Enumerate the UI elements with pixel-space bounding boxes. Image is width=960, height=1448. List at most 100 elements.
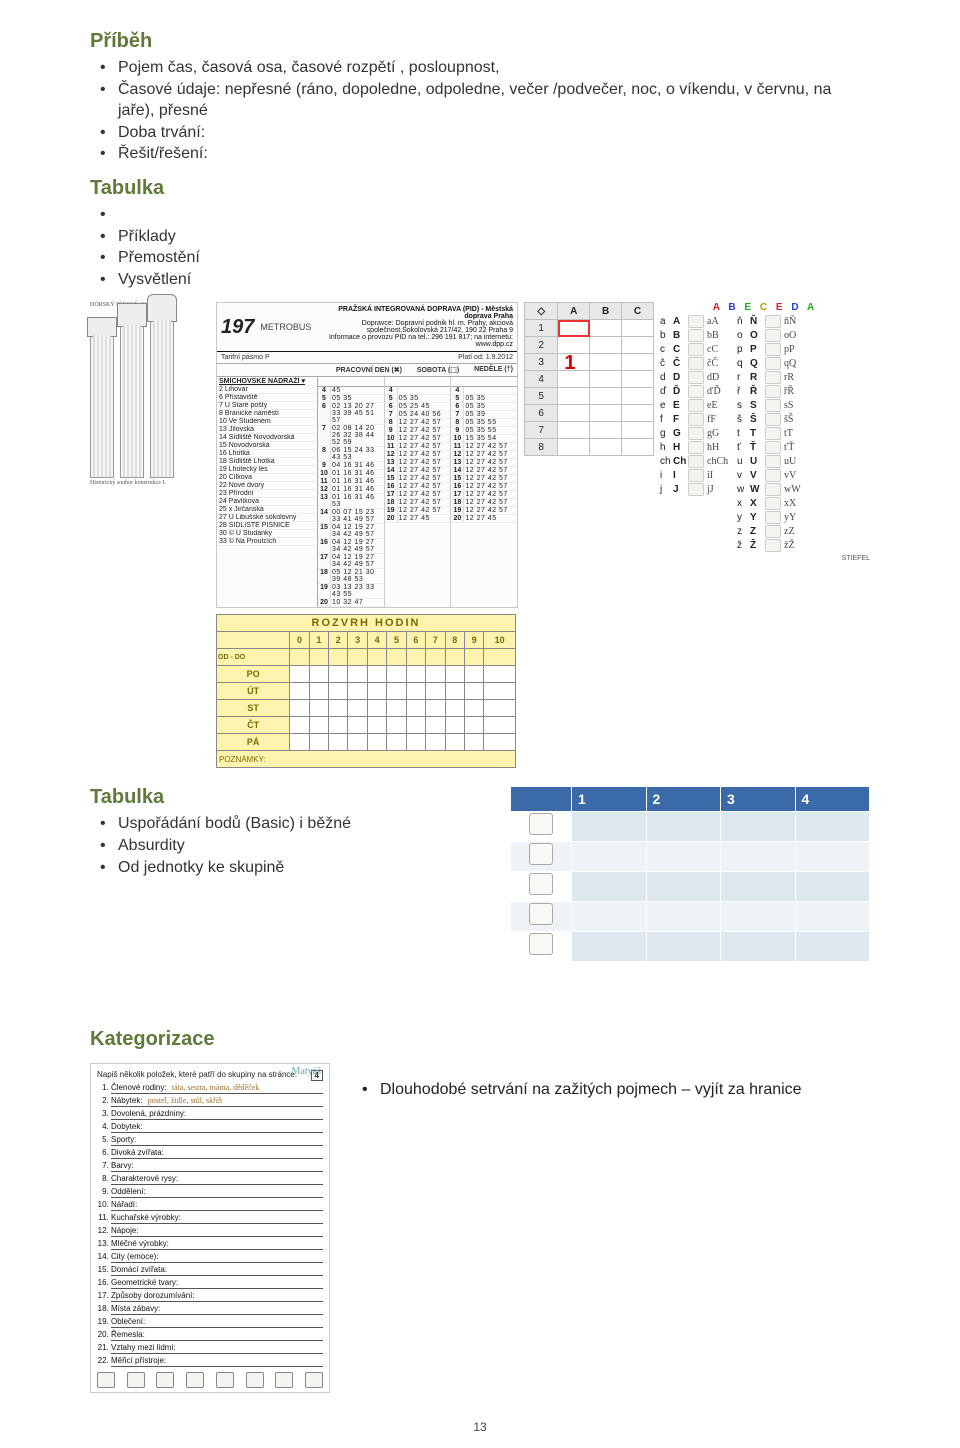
time-row: 1512 27 42 57 — [385, 475, 451, 483]
list-item: Dlouhodobé setrvání na zažitých pojmech … — [380, 1081, 816, 1099]
time-row: 1015 35 54 — [451, 435, 517, 443]
time-row: 1612 27 42 57 — [451, 483, 517, 491]
stop-row: 15 Novodvorská — [217, 442, 317, 450]
pid-sub: Dopravce: Dopravní podnik hl. m. Prahy, … — [311, 320, 513, 334]
col-sunday: NEDĚLE (†) — [474, 366, 513, 374]
rozvrh-col: 0 — [290, 632, 309, 649]
rozvrh-col: 5 — [387, 632, 406, 649]
handout-item: Domácí zvířata: — [111, 1265, 323, 1276]
handout-item: Dobytek: — [111, 1122, 323, 1133]
section-tabulka2-title: Tabulka — [90, 786, 450, 809]
ss-col-head: B — [590, 303, 622, 320]
handout-item: Měřicí přístroje: — [111, 1356, 323, 1367]
columns-bottom-caption: Historický soubor konstrukce I. — [90, 480, 210, 486]
valid-label: Platí od: 1.9.2012 — [458, 354, 513, 361]
list-item: Pojem čas, časová osa, časové rozpětí , … — [118, 57, 870, 79]
alpha-row: eEeE — [660, 399, 729, 412]
alpha-row: wWwW — [737, 483, 806, 496]
alpha-row: yYyY — [737, 511, 806, 524]
time-row: 1704 12 19 27 34 42 49 57 — [318, 554, 384, 569]
alpha-row: fFfF — [660, 413, 729, 426]
section-pribeh-title: Příběh — [90, 30, 870, 53]
list-item: Doba trvání: — [118, 122, 870, 144]
handout-instruction: Napiš několik položek, které patří do sk… — [97, 1070, 323, 1079]
time-row: 1312 27 42 57 — [451, 459, 517, 467]
stop-row: 24 Pavlíkova — [217, 498, 317, 506]
alpha-row: dDdD — [660, 371, 729, 384]
alpha-row: qQqQ — [737, 357, 806, 370]
alpha-row: hHhH — [660, 441, 729, 454]
handout-item: Nářadí: — [111, 1200, 323, 1211]
alpha-row: čČčČ — [660, 357, 729, 370]
stop-row: SMÍCHOVSKÉ NÁDRAŽÍ ▾ — [217, 377, 317, 386]
time-row: 1512 27 42 57 — [451, 475, 517, 483]
time-row: 1812 27 42 57 — [451, 499, 517, 507]
list-item: Uspořádání bodů (Basic) i běžné — [118, 813, 450, 835]
alpha-row: ňŇňŇ — [737, 315, 806, 328]
blue-th: 2 — [646, 787, 721, 812]
time-row: 705 24 40 56 — [385, 411, 451, 419]
handout-item: Sporty: — [111, 1135, 323, 1146]
alpha-row: ďĎďĎ — [660, 385, 729, 398]
page-number: 13 — [0, 1420, 960, 1434]
rozvrh-sub: OD - DO — [217, 649, 290, 666]
stop-row: 28 SÍDLIŠTĚ PÍSNICE — [217, 522, 317, 530]
time-row: 1001 16 31 46 — [318, 470, 384, 478]
pid-sub2: Informace o provozu PID na tel.: 296 191… — [311, 334, 513, 348]
time-row: 505 35 — [385, 395, 451, 403]
stop-row: 27 U Libušské sokolovny — [217, 514, 317, 522]
time-row: 1604 12 19 27 34 42 49 57 — [318, 539, 384, 554]
time-row: 2012 27 45 — [451, 515, 517, 523]
handout-item: Způsoby dorozumívání: — [111, 1291, 323, 1302]
blue-row — [511, 902, 870, 932]
time-row: 1912 27 42 57 — [451, 507, 517, 515]
time-row: 1712 27 42 57 — [451, 491, 517, 499]
time-row: 1301 16 31 46 53 — [318, 494, 384, 509]
stop-row: 10 Ve Studeném — [217, 418, 317, 426]
alpha-row: cCcC — [660, 343, 729, 356]
rozvrh-col: 10 — [484, 632, 516, 649]
handout-item: Oblečení: — [111, 1317, 323, 1328]
time-row: 1412 27 42 57 — [385, 467, 451, 475]
time-row: 605 35 — [451, 403, 517, 411]
list-item: Od jednotky ke skupině — [118, 857, 450, 879]
handout-item: Řemesla: — [111, 1330, 323, 1341]
ss-row: 31 — [525, 354, 654, 371]
alphabet-brand: STIEFEL — [660, 555, 870, 562]
time-row: 1903 13 23 33 43 55 — [318, 584, 384, 599]
greek-columns-figure: DÓRSKÝ IÓNSKÝ KORINTSKÝ Historický soubo… — [90, 302, 210, 522]
stops-column: SMÍCHOVSKÉ NÁDRAŽÍ ▾2 Lihovar6 Přístaviš… — [217, 377, 318, 607]
handout-item: Charakterové rysy: — [111, 1174, 323, 1185]
handout-item: Mléčné výrobky: — [111, 1239, 323, 1250]
alpha-row: xXxX — [737, 497, 806, 510]
time-row: 1212 27 42 57 — [385, 451, 451, 459]
time-row: 605 25 45 — [385, 403, 451, 411]
handout-item: City (emoce): — [111, 1252, 323, 1263]
stop-row: 6 Přístaviště — [217, 394, 317, 402]
handout-item: Barvy: — [111, 1161, 323, 1172]
route-number: 197 — [221, 316, 254, 339]
alpha-row: pPpP — [737, 343, 806, 356]
handout-item: Místa zábavy: — [111, 1304, 323, 1315]
list-item: Vysvětlení — [118, 269, 870, 291]
blue-row — [511, 842, 870, 872]
blue-row — [511, 872, 870, 902]
metrobus-label: METROBUS — [260, 322, 311, 332]
alpha-row: rRrR — [737, 371, 806, 384]
handout-item: Dovolená, prázdniny: — [111, 1109, 323, 1120]
stop-row: 16 Lhotka — [217, 450, 317, 458]
blue-th: 4 — [795, 787, 870, 812]
alpha-row: oOoO — [737, 329, 806, 342]
time-row: 1012 27 42 57 — [385, 435, 451, 443]
rozvrh-footer: POZNÁMKY: — [217, 751, 516, 768]
stop-row: 25 x Jirčanská — [217, 506, 317, 514]
alpha-row: uUuU — [737, 455, 806, 468]
rozvrh-day-row: ST — [217, 700, 516, 717]
tabulka2-list: Uspořádání bodů (Basic) i běžné Absurdit… — [90, 813, 450, 878]
time-row: 1312 27 42 57 — [385, 459, 451, 467]
rozvrh-col: 9 — [464, 632, 483, 649]
alpha-row: chChchCh — [660, 455, 729, 468]
time-row: 1912 27 42 57 — [385, 507, 451, 515]
time-row: 4 — [451, 387, 517, 395]
pribeh-list: Pojem čas, časová osa, časové rozpětí , … — [90, 57, 870, 165]
